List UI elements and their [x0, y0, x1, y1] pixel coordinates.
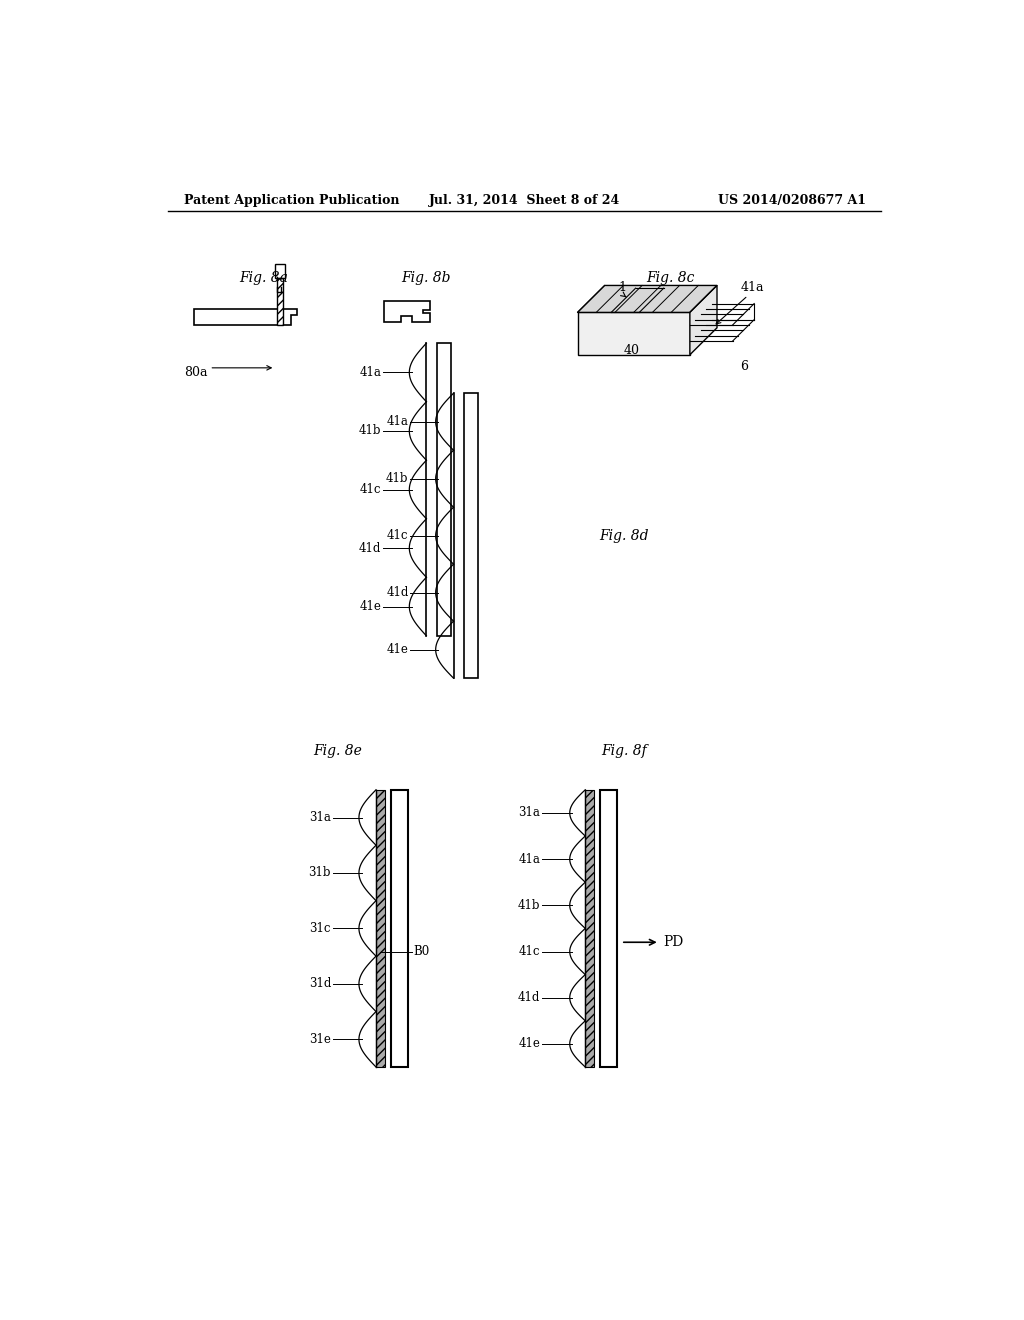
- Text: 80a: 80a: [184, 366, 208, 379]
- Polygon shape: [578, 313, 690, 355]
- Text: 6: 6: [740, 360, 749, 372]
- Polygon shape: [376, 789, 385, 1067]
- Text: US 2014/0208677 A1: US 2014/0208677 A1: [718, 194, 866, 207]
- Text: 31a: 31a: [518, 807, 541, 820]
- Text: 41c: 41c: [519, 945, 541, 958]
- Polygon shape: [276, 277, 283, 326]
- Text: 41e: 41e: [518, 1038, 541, 1051]
- Text: 41a: 41a: [387, 416, 409, 428]
- Text: 41d: 41d: [386, 586, 409, 599]
- Text: 41d: 41d: [359, 541, 381, 554]
- Text: Fig. 8a: Fig. 8a: [240, 271, 288, 285]
- Text: 41c: 41c: [359, 483, 381, 496]
- Text: 41e: 41e: [359, 601, 381, 612]
- Text: 31d: 31d: [308, 977, 331, 990]
- Text: 31e: 31e: [309, 1032, 331, 1045]
- Text: 31a: 31a: [309, 810, 331, 824]
- Text: Fig. 8c: Fig. 8c: [646, 271, 694, 285]
- Polygon shape: [578, 285, 717, 313]
- Text: Fig. 8f: Fig. 8f: [601, 744, 647, 758]
- Text: Fig. 8e: Fig. 8e: [312, 744, 361, 758]
- Text: Patent Application Publication: Patent Application Publication: [183, 194, 399, 207]
- Text: 41e: 41e: [387, 643, 409, 656]
- Text: 41b: 41b: [386, 473, 409, 486]
- Polygon shape: [690, 285, 717, 355]
- Text: 1: 1: [618, 281, 627, 294]
- Text: 41b: 41b: [359, 425, 381, 437]
- Polygon shape: [586, 789, 594, 1067]
- Text: Fig. 8b: Fig. 8b: [401, 271, 452, 285]
- Text: 41a: 41a: [359, 366, 381, 379]
- Text: Jul. 31, 2014  Sheet 8 of 24: Jul. 31, 2014 Sheet 8 of 24: [429, 194, 621, 207]
- Text: 41b: 41b: [518, 899, 541, 912]
- Text: PD: PD: [664, 936, 684, 949]
- Text: 41d: 41d: [518, 991, 541, 1005]
- Text: 41c: 41c: [387, 529, 409, 543]
- Text: Fig. 8d: Fig. 8d: [599, 529, 649, 543]
- Text: 31c: 31c: [309, 921, 331, 935]
- Text: 31b: 31b: [308, 866, 331, 879]
- Text: B0: B0: [414, 945, 429, 958]
- Text: 41a: 41a: [740, 281, 764, 294]
- Text: 41a: 41a: [518, 853, 541, 866]
- Text: 40: 40: [624, 345, 640, 358]
